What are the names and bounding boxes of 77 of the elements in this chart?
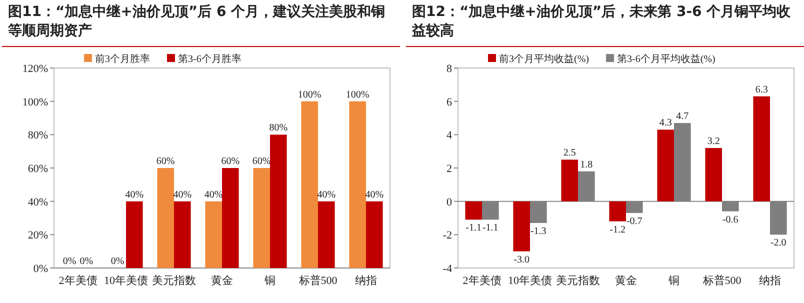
data-label: 40% <box>204 189 223 200</box>
y-tick-label: 60% <box>28 163 48 175</box>
data-label: 4.3 <box>659 118 672 129</box>
x-tick-label: 10年美债 <box>508 274 552 287</box>
y-tick-label: 8 <box>446 63 452 75</box>
y-tick-label: 20% <box>28 230 48 242</box>
x-tick-label: 2年美债 <box>462 274 502 287</box>
y-tick-label: 0 <box>446 196 452 208</box>
data-label: 4.7 <box>676 111 689 122</box>
bar <box>366 201 383 268</box>
data-label: 100% <box>298 89 322 100</box>
data-label: 60% <box>156 156 175 167</box>
data-label: -3.0 <box>514 254 530 266</box>
data-label: 0% <box>62 256 76 267</box>
data-label: 2.5 <box>563 148 576 159</box>
x-tick-label: 纳指 <box>759 275 781 287</box>
x-tick-label: 纳指 <box>355 275 377 287</box>
data-label: -1.2 <box>610 224 626 236</box>
data-label: -1.1 <box>482 222 498 234</box>
bar <box>126 201 143 268</box>
data-label: 6.3 <box>755 84 768 96</box>
data-label: -2.0 <box>770 238 786 249</box>
chart-title: 图11：“加息中继+油价见顶”后 6 个月，建议关注美股和铜等顺周期资产 <box>2 0 400 47</box>
x-tick-label: 黄金 <box>211 274 233 287</box>
x-tick-label: 美元指数 <box>556 274 600 287</box>
bar <box>174 201 191 268</box>
y-tick-label: 100% <box>22 96 48 108</box>
legend-label: 第3-6个月胜率 <box>178 53 242 65</box>
data-label: 3.2 <box>707 136 720 147</box>
data-label: 100% <box>346 89 370 100</box>
bar <box>301 101 318 268</box>
x-tick-label: 铜 <box>668 275 680 287</box>
bar <box>705 148 722 202</box>
x-tick-label: 2年美债 <box>58 274 98 287</box>
y-tick-label: -2 <box>442 230 452 242</box>
data-label: 80% <box>269 122 288 134</box>
data-label: 1.8 <box>580 159 593 170</box>
x-tick-label: 10年美债 <box>104 274 148 287</box>
data-label: -1.3 <box>530 226 546 237</box>
bar <box>609 201 626 222</box>
bar <box>561 160 578 202</box>
chart-title: 图12：“加息中继+油价见顶”后，未来第 3-6 个月铜平均收益较高 <box>406 0 804 47</box>
data-label: -0.7 <box>626 216 642 227</box>
bar <box>318 201 335 268</box>
data-label: 0% <box>110 256 124 267</box>
bar <box>657 130 674 202</box>
y-tick-label: 40% <box>28 196 48 208</box>
y-tick-label: 6 <box>446 96 452 108</box>
bar <box>465 201 482 220</box>
data-label: -1.1 <box>466 222 482 234</box>
y-tick-label: 80% <box>28 130 48 142</box>
y-tick-label: 0% <box>33 263 48 275</box>
y-tick-label: 2 <box>446 163 452 175</box>
bar <box>253 168 270 268</box>
data-label: 60% <box>221 156 240 167</box>
y-tick-label: 120% <box>22 63 48 75</box>
data-label: -0.6 <box>722 214 738 226</box>
x-tick-label: 标普500 <box>702 274 742 287</box>
bar <box>513 201 530 252</box>
x-tick-label: 黄金 <box>615 274 637 287</box>
legend-label: 第3-6个月平均收益(%) <box>617 53 716 65</box>
bar <box>270 134 287 268</box>
legend-label: 前3个月平均收益(%) <box>499 53 589 65</box>
y-tick-label: 4 <box>446 130 452 142</box>
data-label: 60% <box>252 156 271 167</box>
bar <box>157 168 174 268</box>
bar <box>349 101 366 268</box>
x-tick-label: 铜 <box>264 275 276 287</box>
bar <box>222 168 239 268</box>
legend-label: 前3个月胜率 <box>95 53 150 65</box>
x-tick-label: 标普500 <box>298 274 338 287</box>
y-tick-label: -4 <box>442 263 452 275</box>
x-tick-label: 美元指数 <box>152 274 196 287</box>
data-label: 0% <box>80 256 94 267</box>
data-label: 40% <box>125 189 144 200</box>
bar <box>753 96 770 202</box>
bar <box>205 201 222 268</box>
